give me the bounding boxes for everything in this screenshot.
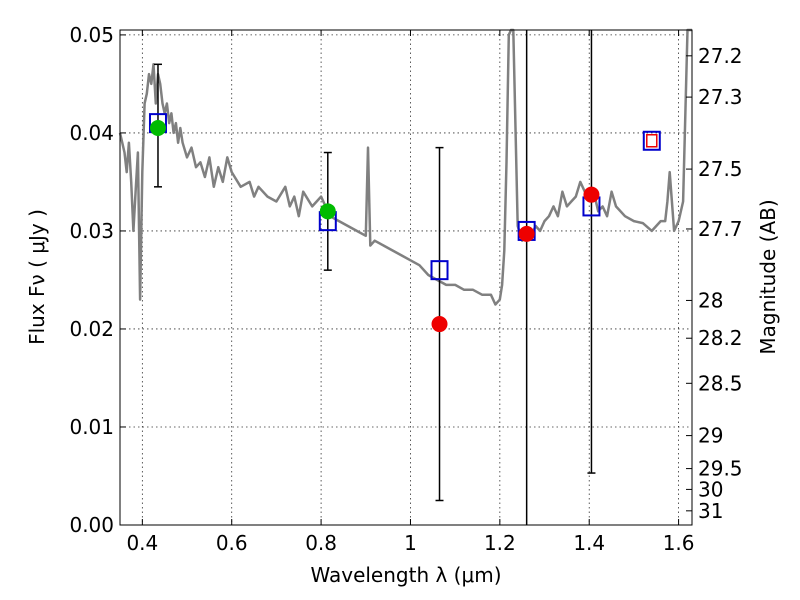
detection-point-1 xyxy=(319,203,336,220)
y-tick-label-5: 0.05 xyxy=(69,23,114,47)
x-axis-label: Wavelength λ (μm) xyxy=(310,563,501,587)
model-band-point-5 xyxy=(642,130,661,151)
x-tick-label-5: 1.4 xyxy=(573,531,605,555)
y-tick-label-4: 0.04 xyxy=(69,121,114,145)
axis-ticks: 0.4 0.6 0.8 1 1.2 1.4 1.6 0.00 0.01 0.02 0.03 0.04 0… xyxy=(69,23,742,555)
y2-tick-label-8: 29.5 xyxy=(698,457,743,481)
photometry-point-0 xyxy=(431,316,448,333)
x-tick-label-4: 1.2 xyxy=(484,531,516,555)
y-tick-label-1: 0.01 xyxy=(69,415,114,439)
x-tick-label-2: 0.8 xyxy=(305,531,337,555)
x-tick-label-1: 0.6 xyxy=(216,531,248,555)
y-tick-label-3: 0.03 xyxy=(69,219,114,243)
y2-tick-label-9: 30 xyxy=(698,477,723,501)
photometry-point-1 xyxy=(518,225,535,242)
detection-point-0 xyxy=(149,120,166,137)
markers xyxy=(148,113,661,333)
plot-frame xyxy=(119,29,693,526)
y-axis-label: Flux Fν ( μJy ) xyxy=(25,209,49,345)
y2-tick-label-3: 27.7 xyxy=(698,217,743,241)
model-band-point-2 xyxy=(430,260,449,281)
y2-tick-label-5: 28.2 xyxy=(698,326,743,350)
y2-tick-label-7: 29 xyxy=(698,424,723,448)
y2-tick-label-4: 28 xyxy=(698,288,723,312)
y2-tick-label-10: 31 xyxy=(698,499,723,523)
y2-tick-label-1: 27.3 xyxy=(698,85,743,109)
x-tick-label-3: 1 xyxy=(404,531,417,555)
y-tick-label-2: 0.02 xyxy=(69,317,114,341)
photometry-point-2 xyxy=(583,186,600,203)
x-tick-label-6: 1.6 xyxy=(663,531,695,555)
y2-tick-label-2: 27.5 xyxy=(698,157,743,181)
y-tick-label-0: 0.00 xyxy=(69,513,114,537)
y2-tick-label-6: 28.5 xyxy=(698,371,743,395)
y2-axis-label: Magnitude (AB) xyxy=(756,199,780,354)
y2-tick-label-0: 27.2 xyxy=(698,44,743,68)
upper-limit-marker-0 xyxy=(646,134,658,148)
x-tick-label-0: 0.4 xyxy=(126,531,158,555)
